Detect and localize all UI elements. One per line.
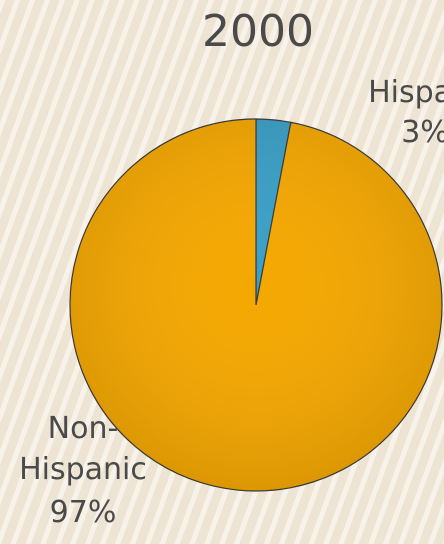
slice-value-label: 97% <box>50 495 117 530</box>
slice-label: Hispanic <box>368 75 444 110</box>
pie-slice <box>69 118 443 492</box>
slice-value-label: 3% <box>401 115 444 150</box>
slice-label: Non-Hispanic <box>19 411 147 487</box>
pie <box>69 118 443 492</box>
chart-title: 2000 <box>202 6 314 57</box>
